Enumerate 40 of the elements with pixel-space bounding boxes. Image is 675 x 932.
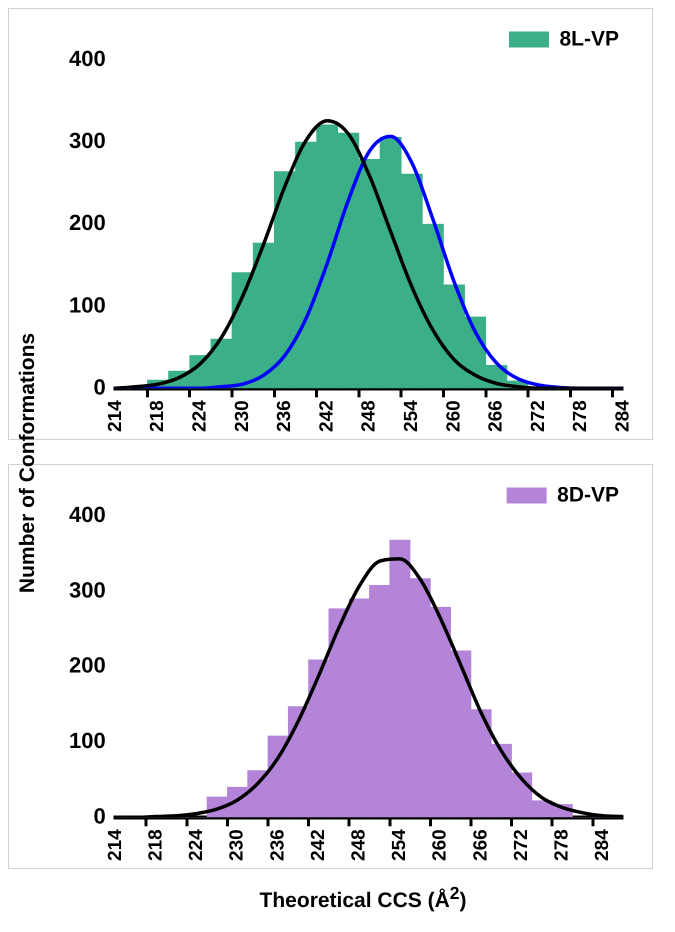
y-tick-label: 400: [68, 502, 106, 528]
y-tick-label: 0: [93, 803, 106, 828]
x-tick-label: 218: [147, 400, 168, 432]
x-tick-label: 230: [232, 400, 253, 432]
x-tick-label: 248: [348, 829, 370, 861]
x-tick-label: 254: [400, 400, 422, 432]
y-axis-title: Number of Conformations: [16, 332, 40, 594]
x-axis-title: Theoretical CCS (Å$^{2}$): [258, 883, 468, 913]
y-tick-label: 100: [68, 728, 106, 754]
x-tick-label: 214: [104, 400, 126, 432]
x-tick-label: 236: [274, 400, 296, 432]
x-tick-label: 248: [358, 400, 380, 432]
x-tick-label: 260: [443, 400, 464, 432]
x-tick-label: 254: [389, 828, 410, 861]
x-tick-label: 242: [308, 829, 329, 861]
x-tick-label: 284: [592, 828, 614, 861]
x-tick-label: 284: [612, 400, 634, 432]
x-tick-label: 266: [486, 400, 507, 432]
x-tick-label: 224: [186, 828, 208, 861]
y-tick-label: 400: [68, 46, 106, 72]
y-tick-label: 100: [68, 292, 106, 318]
x-tick-label: 218: [146, 829, 167, 861]
y-tick-label: 200: [68, 210, 106, 236]
x-tick-label: 278: [570, 400, 592, 432]
legend-label: 8L-VP: [559, 27, 619, 50]
x-tick-label: 242: [316, 400, 338, 432]
y-tick-label: 200: [68, 652, 106, 678]
x-tick-label: 236: [267, 829, 288, 861]
x-tick-label: 272: [510, 829, 532, 861]
y-tick-label: 0: [93, 374, 106, 400]
legend-label: 8D-VP: [557, 483, 620, 506]
y-tick-label: 300: [68, 577, 106, 602]
x-tick-label: 224: [190, 400, 211, 432]
x-tick-label: 214: [104, 828, 126, 861]
x-tick-label: 260: [430, 829, 451, 861]
x-tick-label: 272: [528, 400, 549, 432]
y-tick-label: 300: [68, 128, 106, 154]
x-tick-label: 278: [552, 829, 573, 861]
x-tick-label: 266: [470, 829, 492, 861]
x-tick-label: 230: [226, 829, 248, 861]
